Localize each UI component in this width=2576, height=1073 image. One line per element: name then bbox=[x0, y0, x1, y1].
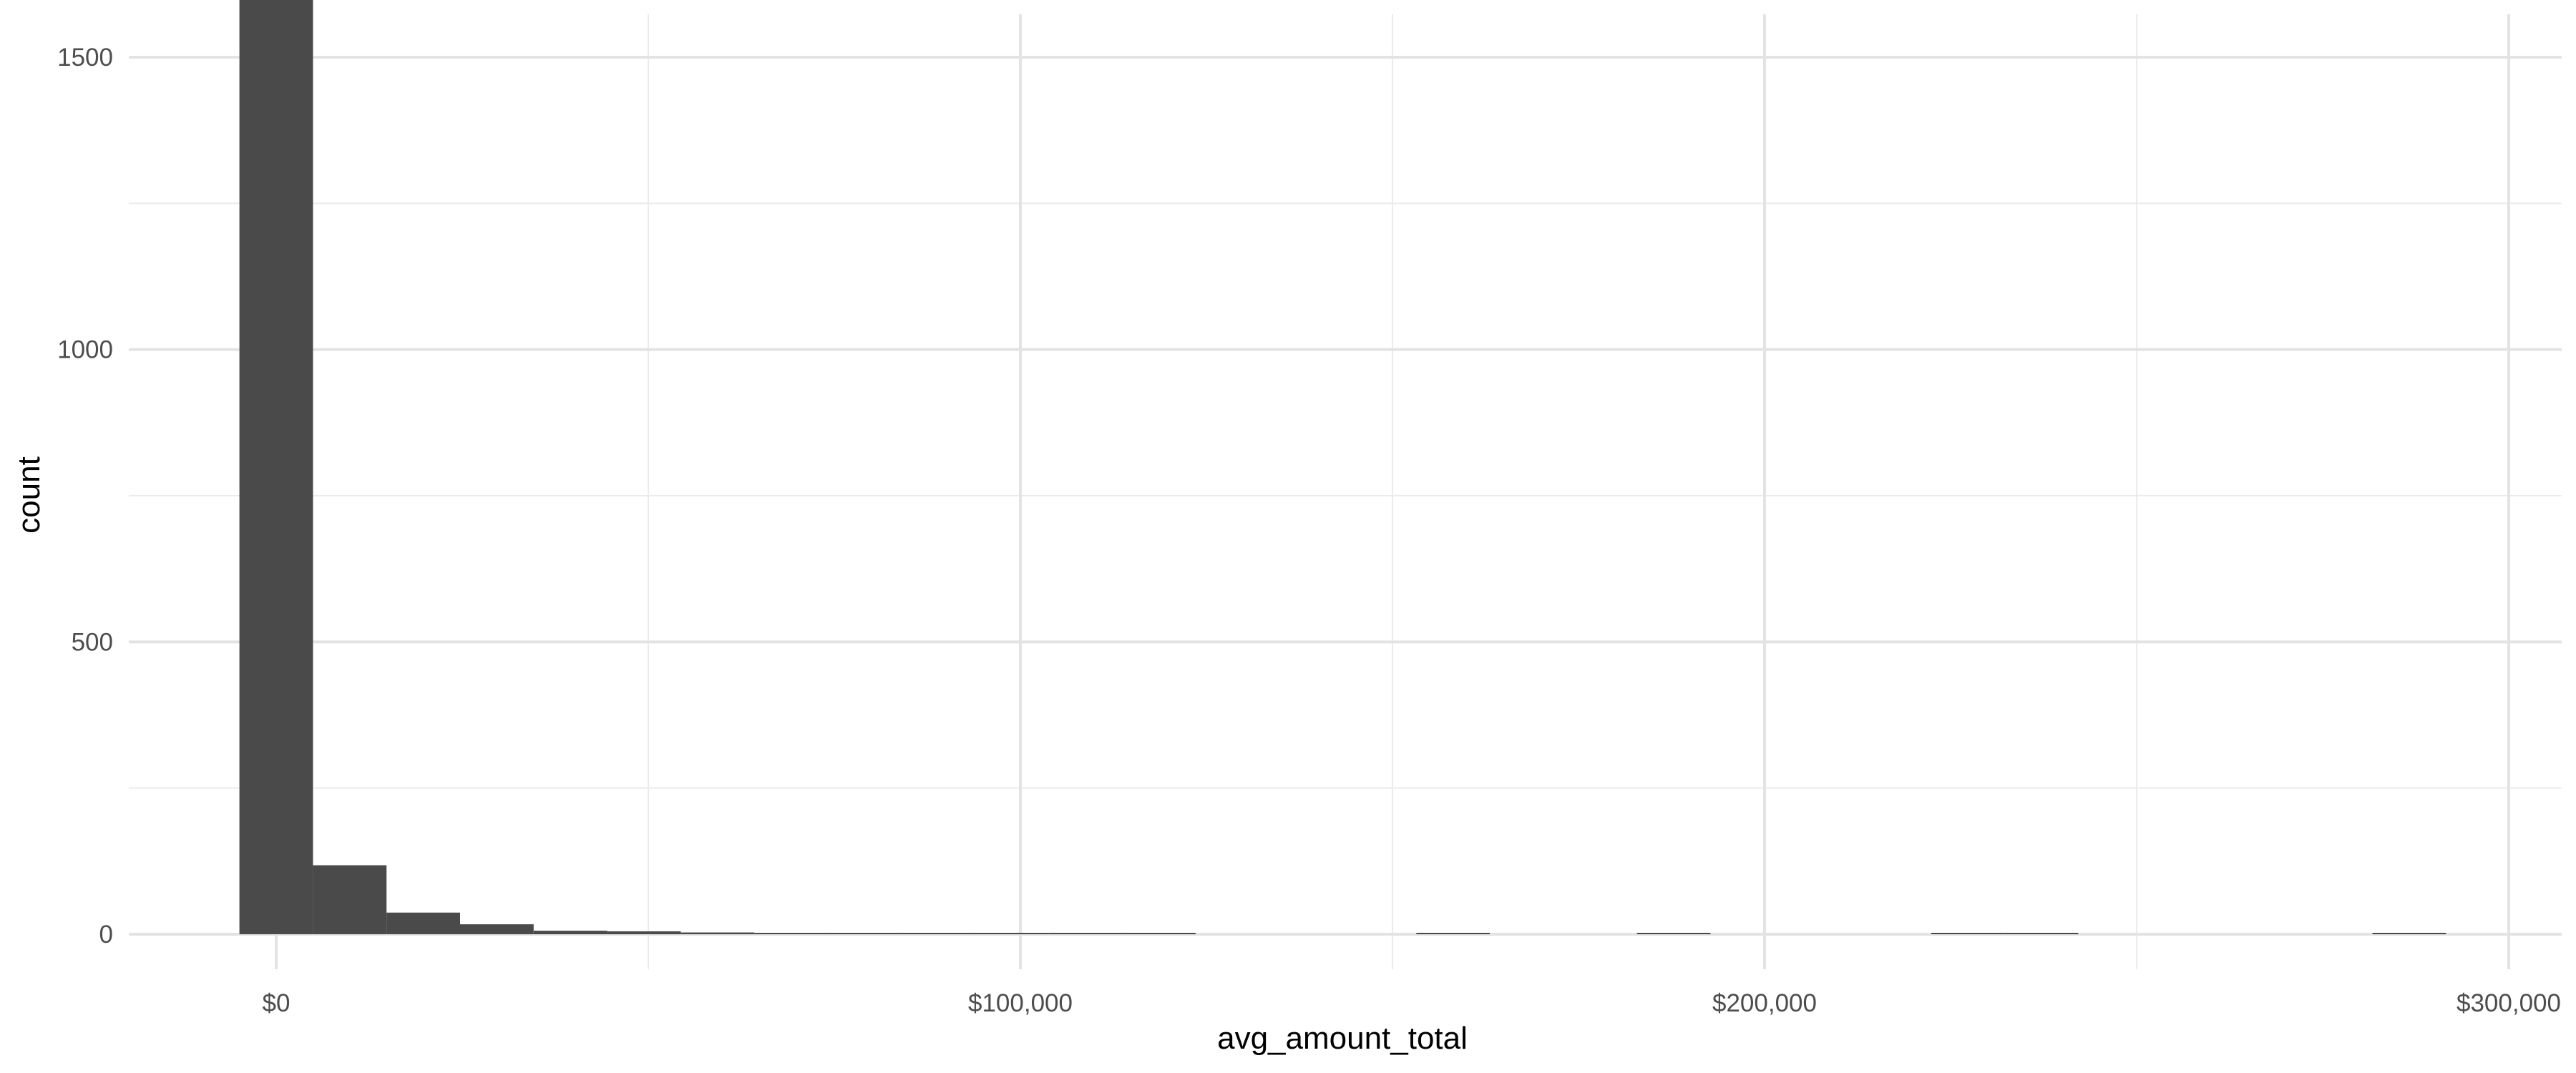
y-axis-tick-labels: 0 500 1000 1500 bbox=[57, 44, 113, 949]
histogram-bar bbox=[1636, 933, 1711, 934]
minor-gridlines bbox=[129, 14, 2562, 969]
histogram-bar bbox=[827, 933, 902, 934]
histogram-bar bbox=[533, 931, 608, 934]
histogram-bar bbox=[607, 931, 681, 934]
histogram-bar bbox=[2372, 933, 2446, 934]
histogram-bar bbox=[386, 912, 460, 934]
x-tick-label: $0 bbox=[263, 989, 291, 1017]
x-axis-title: avg_amount_total bbox=[1217, 1021, 1468, 1056]
histogram-bar bbox=[1122, 933, 1196, 934]
histogram-bar bbox=[1931, 933, 2005, 934]
histogram-bar bbox=[680, 932, 755, 934]
histogram-bar bbox=[754, 933, 828, 934]
x-tick-label: $300,000 bbox=[2457, 989, 2561, 1017]
histogram-bar bbox=[459, 924, 534, 934]
y-tick-label: 0 bbox=[99, 921, 113, 949]
histogram-bar bbox=[1048, 933, 1123, 934]
histogram-bar bbox=[1416, 933, 1491, 934]
y-axis-title: count bbox=[11, 456, 47, 534]
histogram-bar bbox=[901, 933, 975, 934]
histogram-bar bbox=[2004, 933, 2079, 934]
y-tick-label: 500 bbox=[72, 628, 113, 656]
x-tick-label: $100,000 bbox=[968, 989, 1073, 1017]
x-tick-label: $200,000 bbox=[1712, 989, 1817, 1017]
x-axis-tick-labels: $0 $100,000 $200,000 $300,000 bbox=[263, 989, 2561, 1017]
histogram-bars bbox=[239, 0, 2446, 935]
histogram-bar bbox=[313, 865, 387, 934]
histogram-bar bbox=[239, 0, 313, 935]
histogram-bar bbox=[975, 933, 1049, 934]
y-tick-label: 1000 bbox=[57, 336, 113, 364]
y-tick-label: 1500 bbox=[57, 44, 113, 72]
